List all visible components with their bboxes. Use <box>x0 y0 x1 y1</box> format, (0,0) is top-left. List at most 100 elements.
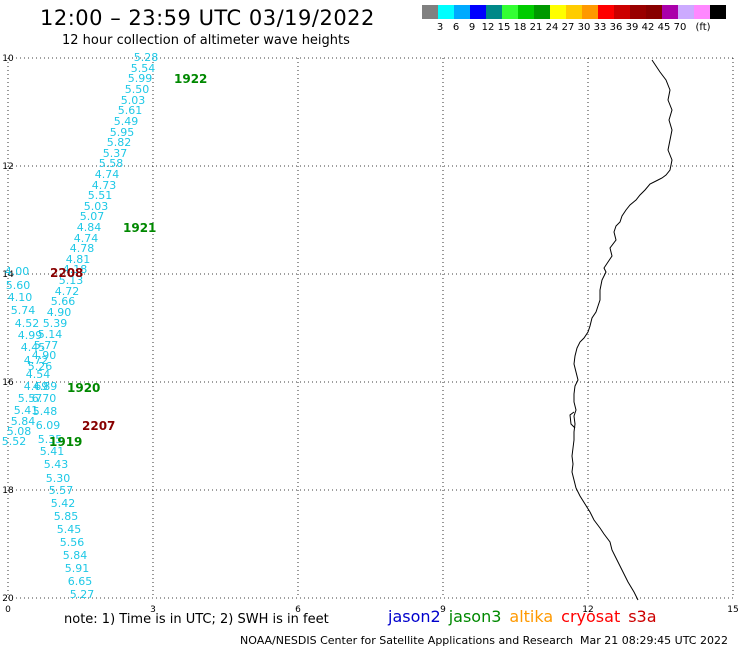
wave-height-label: 5.07 <box>80 210 105 223</box>
wave-height-label: 5.58 <box>99 157 124 170</box>
legend-swatch <box>582 5 598 19</box>
wave-height-label: 5.54 <box>131 62 156 75</box>
generated-timestamp: Mar 21 08:29:45 UTC 2022 <box>580 634 728 647</box>
legend-swatch <box>694 5 710 19</box>
legend-label: 27 <box>561 22 575 33</box>
wave-height-label: 4.74 <box>95 168 120 181</box>
legend-swatch <box>566 5 582 19</box>
pass-time-label: 1922 <box>174 72 207 86</box>
satellite-name: s3a <box>628 607 657 626</box>
legend-label: 21 <box>529 22 543 33</box>
satellite-key: jason2 jason3 altika cryosat s3a <box>388 607 665 626</box>
pass-time-label: 1920 <box>67 381 100 395</box>
wave-height-label: 5.84 <box>11 415 36 428</box>
y-tick-label: 14 <box>2 270 14 280</box>
wave-height-label: 5.84 <box>63 549 88 562</box>
wave-height-label: 5.57 <box>18 392 43 405</box>
legend-label: 15 <box>497 22 511 33</box>
legend-label: 39 <box>625 22 639 33</box>
wave-height-label: 5.13 <box>59 274 84 287</box>
wave-height-label: 5.45 <box>57 523 82 536</box>
wave-height-label: 5.66 <box>51 295 76 308</box>
units-note: note: 1) Time is in UTC; 2) SWH is in fe… <box>64 612 329 627</box>
map-subtitle: 12 hour collection of altimeter wave hei… <box>62 33 350 48</box>
wave-height-label: 5.57 <box>49 484 74 497</box>
legend-swatch <box>470 5 486 19</box>
y-tick-label: 16 <box>2 378 14 388</box>
wave-height-label: 5.56 <box>60 536 85 549</box>
wave-height-label: 5.85 <box>54 510 79 523</box>
wave-height-label: 4.81 <box>66 253 91 266</box>
legend-label: 6 <box>452 22 460 33</box>
axis-labels: 0 3 6 9 12 15 10 12 14 16 18 20 <box>2 54 738 615</box>
legend-label: 33 <box>593 22 607 33</box>
legend-label: 70 <box>673 22 687 33</box>
x-tick-label: 12 <box>582 605 593 615</box>
wave-height-label: 4.72 <box>24 354 49 367</box>
wave-height-label: 4.90 <box>32 349 57 362</box>
legend-swatch <box>614 5 630 19</box>
wave-height-label: 4.18 <box>63 263 88 276</box>
legend-label: 36 <box>609 22 623 33</box>
legend-swatch <box>502 5 518 19</box>
wave-height-label: 4.99 <box>18 329 43 342</box>
legend-swatch <box>678 5 694 19</box>
wave-height-label: 5.03 <box>84 200 109 213</box>
y-tick-label: 20 <box>2 594 14 604</box>
wave-height-label: 5.77 <box>34 339 59 352</box>
legend-swatch <box>534 5 550 19</box>
pass-time-label: 2208 <box>50 266 83 280</box>
legend-swatch <box>422 5 438 19</box>
pass-time-label: 1919 <box>49 435 82 449</box>
legend-label: 24 <box>545 22 559 33</box>
wave-height-label: 4.54 <box>26 368 51 381</box>
satellite-name: jason3 <box>448 607 502 626</box>
wave-height-label: 6.65 <box>68 575 93 588</box>
wave-height-label: 5.35 <box>38 433 63 446</box>
wave-height-label: 4.52 <box>15 317 40 330</box>
legend-label: 12 <box>481 22 495 33</box>
legend-unit: (ft) <box>695 22 711 33</box>
legend-swatch <box>710 5 726 19</box>
satellite-name: jason2 <box>388 607 441 626</box>
map-grid <box>7 57 734 599</box>
coastline-inlet <box>569 411 576 429</box>
pass-time-label: 1921 <box>123 221 156 235</box>
wave-height-label: 4.45 <box>21 341 46 354</box>
wave-height-label: 5.99 <box>128 72 153 85</box>
wave-height-label: 5.41 <box>14 404 39 417</box>
wave-height-label: 4.69 <box>24 380 49 393</box>
x-tick-label: 15 <box>727 605 738 615</box>
wave-height-label: 5.82 <box>107 136 132 149</box>
wave-height-labels: 5.285.545.995.505.035.615.495.955.825.37… <box>2 51 159 601</box>
wave-height-label: 6.09 <box>36 419 61 432</box>
wave-height-label: 5.52 <box>2 435 27 448</box>
wave-height-label: 5.95 <box>110 126 135 139</box>
legend-label: 30 <box>577 22 591 33</box>
wave-height-label: 5.48 <box>33 405 58 418</box>
wave-height-label: 5.42 <box>51 497 76 510</box>
wave-height-label: 5.03 <box>121 94 146 107</box>
wave-height-label: 4.72 <box>55 285 80 298</box>
credit-line: NOAA/NESDIS Center for Satellite Applica… <box>240 634 574 647</box>
legend-swatch <box>518 5 534 19</box>
legend-label: 42 <box>641 22 655 33</box>
wave-height-label: 4.10 <box>8 291 33 304</box>
legend-swatch <box>646 5 662 19</box>
legend-swatch <box>630 5 646 19</box>
wave-height-label: 5.08 <box>7 425 32 438</box>
satellite-name: cryosat <box>561 607 621 626</box>
y-tick-label: 10 <box>2 54 14 64</box>
map-title: 12:00 – 23:59 UTC 03/19/2022 <box>40 6 375 30</box>
legend-swatch <box>598 5 614 19</box>
wave-height-label: 5.49 <box>114 115 139 128</box>
wave-height-label: 5.27 <box>70 588 95 601</box>
y-tick-label: 18 <box>2 486 14 496</box>
x-tick-label: 9 <box>440 605 446 615</box>
wave-height-label: 4.89 <box>33 380 58 393</box>
coastline <box>571 59 673 601</box>
legend-swatch <box>438 5 454 19</box>
wave-height-label: 5.30 <box>46 472 71 485</box>
